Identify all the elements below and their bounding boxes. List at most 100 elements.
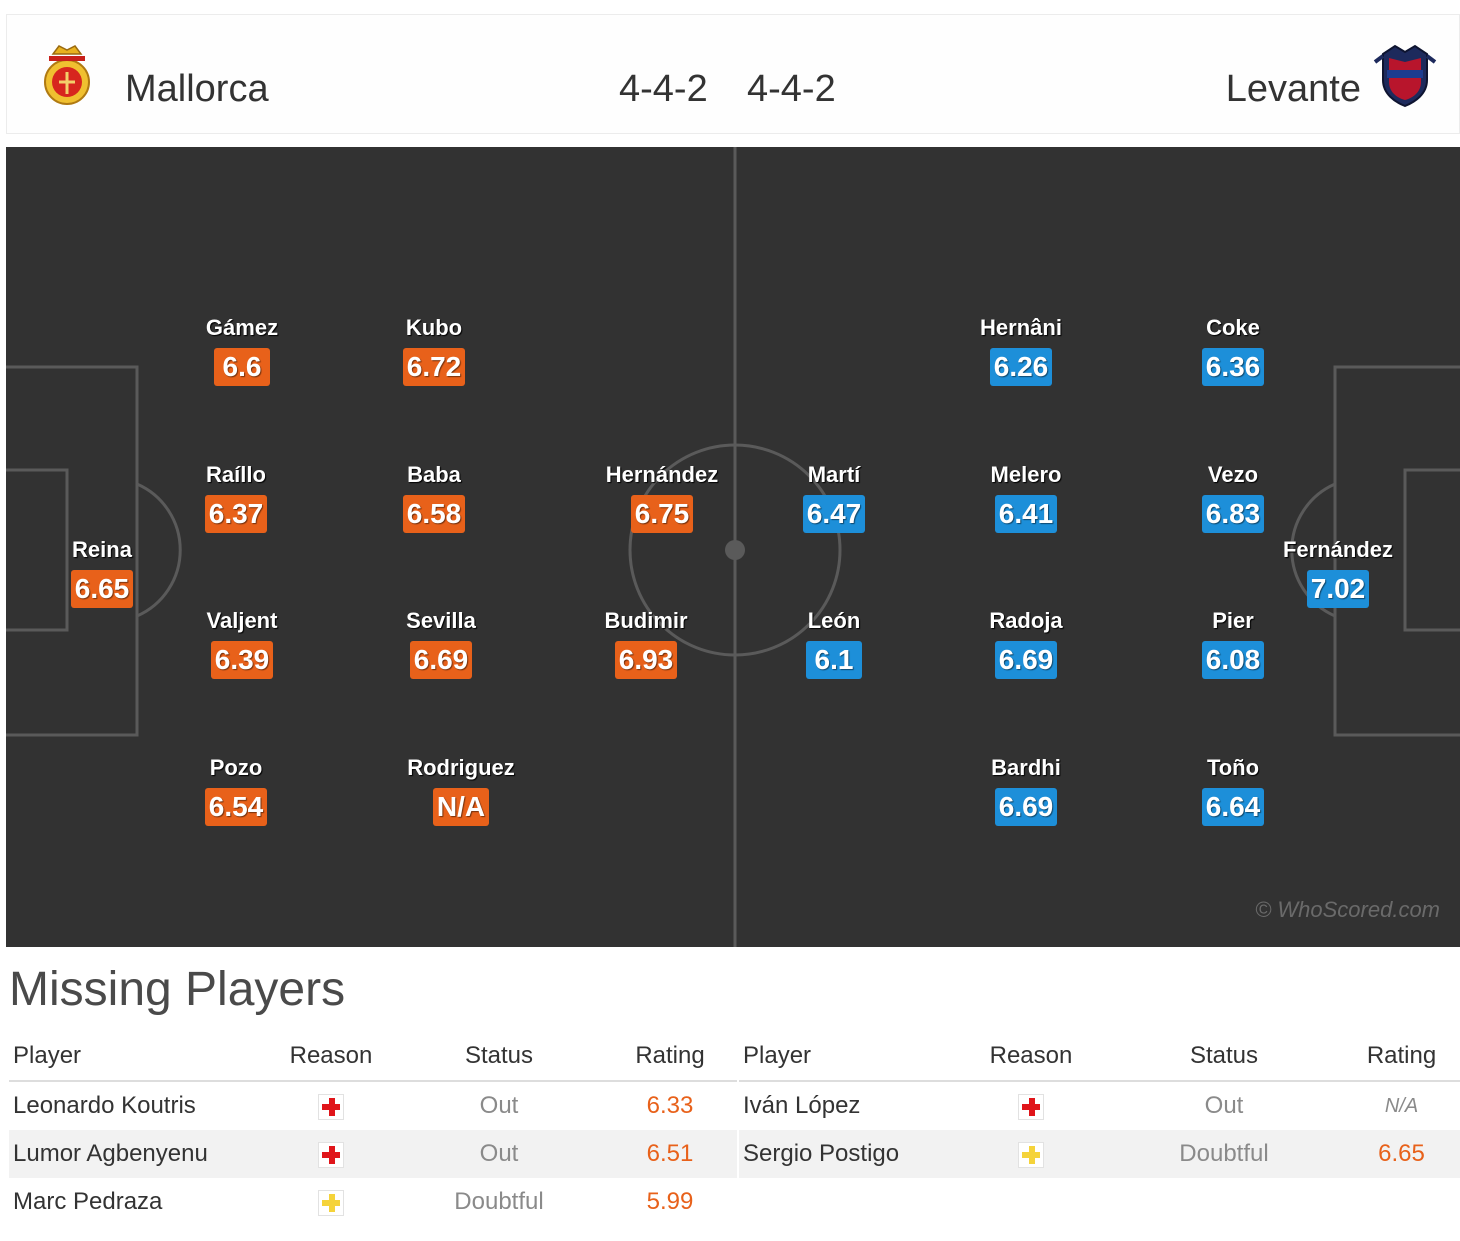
home-player[interactable]: Pozo 6.54 [156,755,316,826]
away-player[interactable]: Martí 6.47 [754,462,914,533]
player-rating: 6.41 [994,495,1058,533]
pitch-markings [6,147,1460,947]
player-rating: 6.36 [1201,348,1265,386]
player-column-header[interactable]: Player [739,1032,957,1082]
missing-rating: N/A [1384,1094,1419,1117]
doubt-icon [1018,1141,1044,1168]
missing-rating: 6.33 [646,1092,694,1119]
away-player[interactable]: Fernández 7.02 [1258,537,1418,608]
status-column-header[interactable]: Status [395,1032,603,1082]
away-player[interactable]: León 6.1 [754,608,914,679]
levante-crest-icon [1373,44,1437,108]
mallorca-crest-icon [44,45,90,105]
player-rating: 6.1 [806,641,862,679]
player-rating: 6.83 [1201,495,1265,533]
home-team-name[interactable]: Mallorca [125,68,269,110]
player-name: Kubo [405,315,463,340]
away-player[interactable]: Coke 6.36 [1153,315,1313,386]
player-rating: N/A [432,788,490,826]
player-rating: 6.69 [409,641,473,679]
player-name: Pozo [209,755,263,780]
rating-column-header[interactable]: Rating [1343,1032,1460,1082]
doubt-icon [318,1189,344,1216]
injury-icon [1018,1093,1044,1120]
player-rating: 6.93 [614,641,678,679]
missing-rating: 6.65 [1343,1130,1460,1178]
home-player[interactable]: Gámez 6.6 [162,315,322,386]
player-name: León [807,608,861,633]
away-player[interactable]: Toño 6.64 [1153,755,1313,826]
away-player[interactable]: Vezo 6.83 [1153,462,1313,533]
player-name: Sevilla [406,608,476,633]
injury-icon [318,1141,344,1168]
home-player[interactable]: Sevilla 6.69 [361,608,521,679]
reason-column-header[interactable]: Reason [957,1032,1105,1082]
away-player[interactable]: Melero 6.41 [946,462,1106,533]
home-player[interactable]: Valjent 6.39 [162,608,322,679]
player-name: Hernández [605,462,719,487]
home-player[interactable]: Baba 6.58 [354,462,514,533]
missing-player-name[interactable]: Lumor Agbenyenu [9,1130,267,1178]
missing-player-name[interactable]: Sergio Postigo [739,1130,957,1178]
player-name: Gámez [205,315,279,340]
missing-status: Doubtful [1105,1130,1343,1178]
missing-players-title: Missing Players [9,963,346,1016]
home-formation: 4-4-2 [619,68,708,110]
rating-column-header[interactable]: Rating [603,1032,737,1082]
player-name: Radoja [989,608,1063,633]
player-rating: 6.54 [204,788,268,826]
home-player[interactable]: Kubo 6.72 [354,315,514,386]
player-name: Reina [72,537,132,562]
player-name: Baba [407,462,461,487]
missing-status: Out [395,1130,603,1178]
table-row: Marc Pedraza Doubtful 5.99 [9,1178,737,1226]
player-rating: 7.02 [1306,570,1370,608]
table-row: Lumor Agbenyenu Out 6.51 [9,1130,737,1178]
player-name: Fernández [1282,537,1394,562]
away-team-name[interactable]: Levante [1225,68,1361,110]
table-row: Leonardo Koutris Out 6.33 [9,1081,737,1130]
player-name: Melero [990,462,1062,487]
pitch: Reina 6.65 Gámez 6.6 Raíllo 6.37 Valjent… [6,147,1460,947]
away-player[interactable]: Bardhi 6.69 [946,755,1106,826]
player-rating: 6.65 [70,570,134,608]
player-rating: 6.37 [204,495,268,533]
away-player[interactable]: Hernâni 6.26 [941,315,1101,386]
player-name: Martí [807,462,861,487]
player-rating: 6.69 [994,788,1058,826]
player-name: Rodriguez [407,755,515,780]
table-header-row: Player Reason Status Rating [739,1032,1460,1082]
home-player[interactable]: Hernández 6.75 [582,462,742,533]
player-name: Raíllo [206,462,266,487]
missing-player-name[interactable]: Marc Pedraza [13,1188,163,1215]
missing-player-name[interactable]: Leonardo Koutris [13,1092,196,1119]
away-player[interactable]: Radoja 6.69 [946,608,1106,679]
missing-player-name[interactable]: Iván López [743,1092,861,1119]
table-header-row: Player Reason Status Rating [9,1032,737,1082]
home-player[interactable]: Budimir 6.93 [566,608,726,679]
player-name: Toño [1206,755,1260,780]
table-row: Iván López Out N/A [739,1081,1460,1130]
player-name: Hernâni [980,315,1062,340]
status-column-header[interactable]: Status [1105,1032,1343,1082]
player-rating: 6.72 [402,348,466,386]
missing-rating: 6.51 [603,1130,737,1178]
match-header: Mallorca 4-4-2 4-4-2 Levante [6,14,1460,134]
injury-icon [318,1093,344,1120]
away-player[interactable]: Pier 6.08 [1153,608,1313,679]
player-rating: 6.69 [994,641,1058,679]
player-rating: 6.64 [1201,788,1265,826]
watermark: © WhoScored.com [1255,897,1440,922]
reason-column-header[interactable]: Reason [267,1032,395,1082]
player-rating: 6.08 [1201,641,1265,679]
home-player[interactable]: Raíllo 6.37 [156,462,316,533]
home-player[interactable]: Rodriguez N/A [381,755,541,826]
home-missing-table: Player Reason Status Rating Leonardo Kou… [9,1032,737,1226]
home-player[interactable]: Reina 6.65 [22,537,182,608]
player-rating: 6.75 [630,495,694,533]
player-name: Vezo [1207,462,1259,487]
missing-status: Doubtful [454,1188,544,1215]
player-name: Budimir [604,608,688,633]
missing-status: Out [1204,1092,1244,1119]
player-column-header[interactable]: Player [9,1032,267,1082]
